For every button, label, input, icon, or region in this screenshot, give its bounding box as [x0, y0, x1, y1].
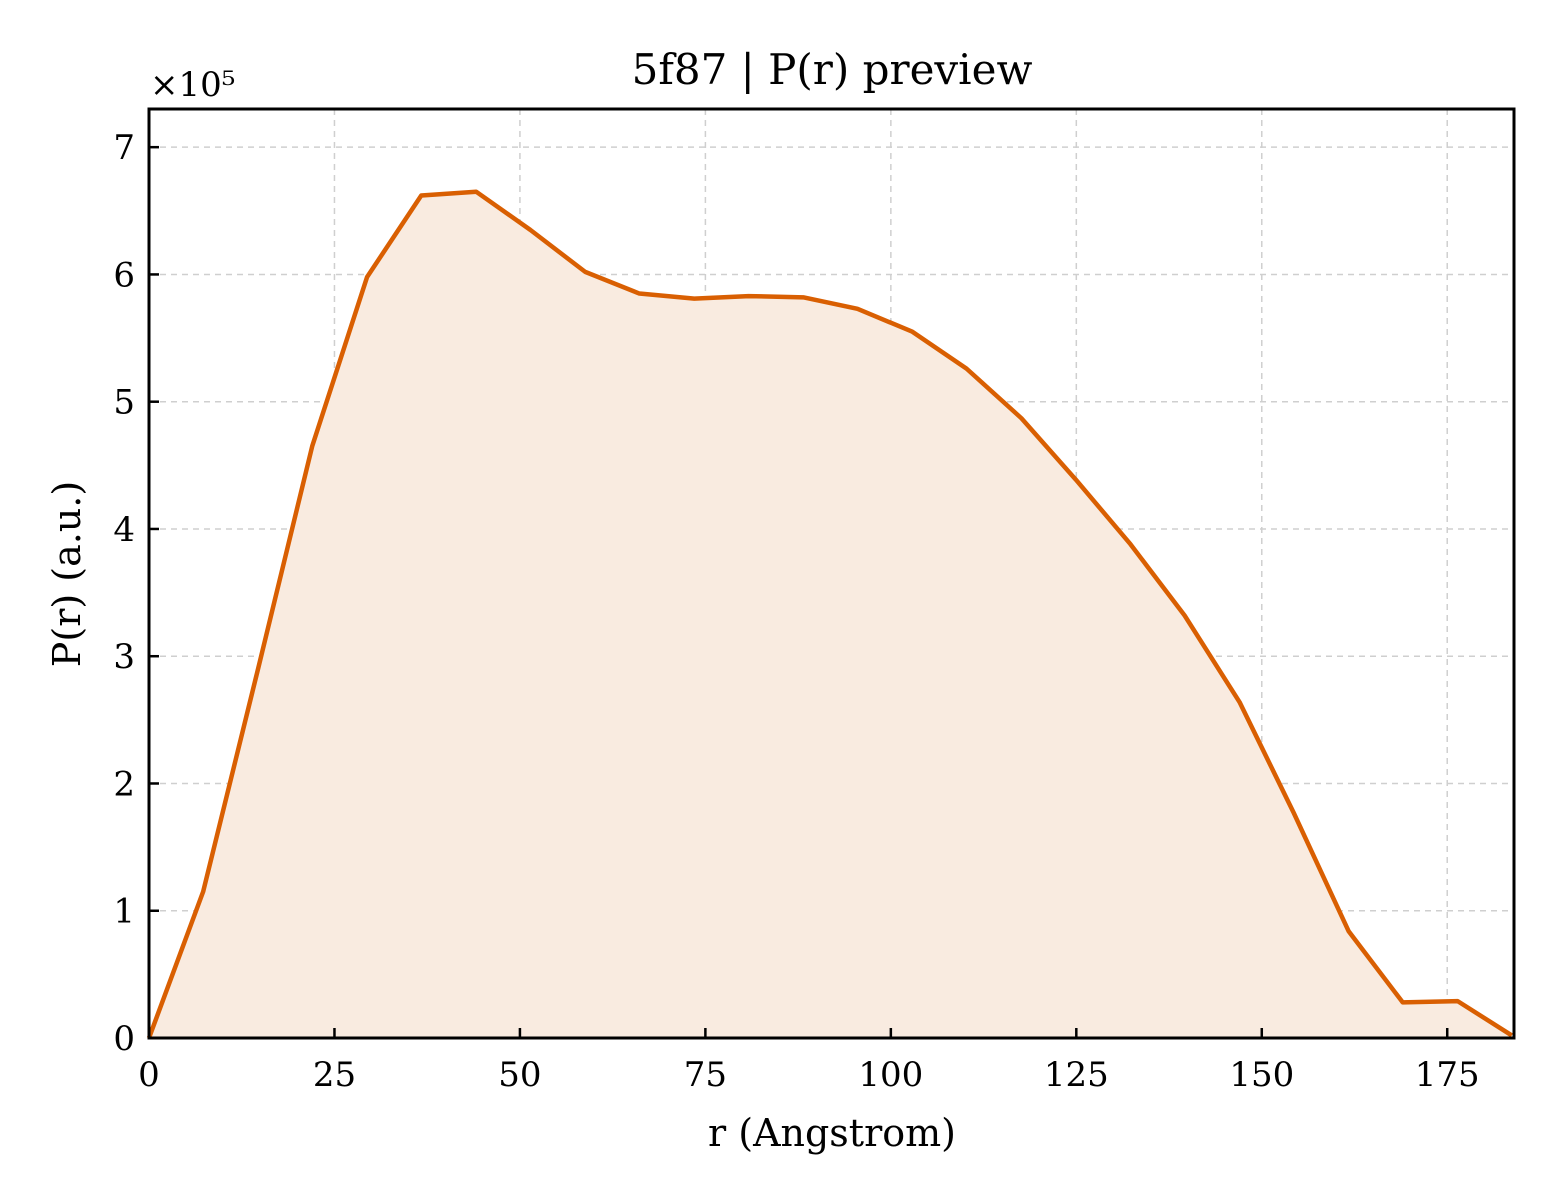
y-tick-label: 1 — [113, 892, 135, 932]
series-line — [146, 189, 1513, 1039]
plot-frame — [147, 107, 1516, 1040]
x-tick-label: 50 — [498, 1055, 541, 1095]
x-tick-label: 150 — [1229, 1055, 1294, 1095]
x-tick-label: 125 — [1044, 1055, 1109, 1095]
y-tick-label: 0 — [113, 1019, 135, 1059]
x-tick-label: 100 — [858, 1055, 923, 1095]
x-tick-label: 25 — [313, 1055, 356, 1095]
tick-labels: 0 25 50 75 100 125 150 175 0 1 2 3 4 5 6 7 — [113, 128, 1479, 1095]
x-axis-label: r (Angstrom) — [708, 1111, 956, 1155]
y-axis-label: P(r) (a.u.) — [45, 481, 89, 667]
ticks — [147, 145, 1449, 1040]
chart-title: 5f87 | P(r) preview — [632, 45, 1033, 94]
y-tick-label: 7 — [113, 128, 135, 168]
y-tick-label: 2 — [113, 764, 135, 804]
x-tick-label: 0 — [138, 1055, 160, 1095]
x-tick-label: 75 — [684, 1055, 727, 1095]
x-tick-label: 175 — [1415, 1055, 1480, 1095]
y-tick-label: 6 — [113, 255, 135, 295]
y-tick-label: 5 — [113, 383, 135, 423]
area-fill — [149, 191, 1512, 1039]
y-multiplier-label: ×10⁵ — [150, 65, 235, 105]
y-tick-label: 3 — [113, 637, 135, 677]
y-tick-label: 4 — [113, 510, 135, 550]
